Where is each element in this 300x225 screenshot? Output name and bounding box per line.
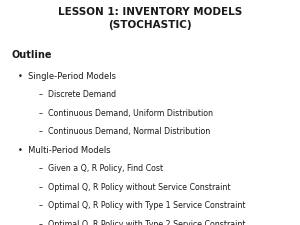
Text: •  Multi-Period Models: • Multi-Period Models: [18, 146, 111, 155]
Text: –  Optimal Q, R Policy with Type 2 Service Constraint: – Optimal Q, R Policy with Type 2 Servic…: [39, 220, 245, 225]
Text: –  Optimal Q, R Policy without Service Constraint: – Optimal Q, R Policy without Service Co…: [39, 183, 230, 192]
Text: –  Discrete Demand: – Discrete Demand: [39, 90, 116, 99]
Text: –  Continuous Demand, Normal Distribution: – Continuous Demand, Normal Distribution: [39, 127, 210, 136]
Text: •  Single-Period Models: • Single-Period Models: [18, 72, 116, 81]
Text: LESSON 1: INVENTORY MODELS
(STOCHASTIC): LESSON 1: INVENTORY MODELS (STOCHASTIC): [58, 7, 242, 29]
Text: –  Given a Q, R Policy, Find Cost: – Given a Q, R Policy, Find Cost: [39, 164, 163, 173]
Text: –  Continuous Demand, Uniform Distribution: – Continuous Demand, Uniform Distributio…: [39, 109, 213, 118]
Text: Outline: Outline: [12, 50, 52, 59]
Text: –  Optimal Q, R Policy with Type 1 Service Constraint: – Optimal Q, R Policy with Type 1 Servic…: [39, 201, 245, 210]
